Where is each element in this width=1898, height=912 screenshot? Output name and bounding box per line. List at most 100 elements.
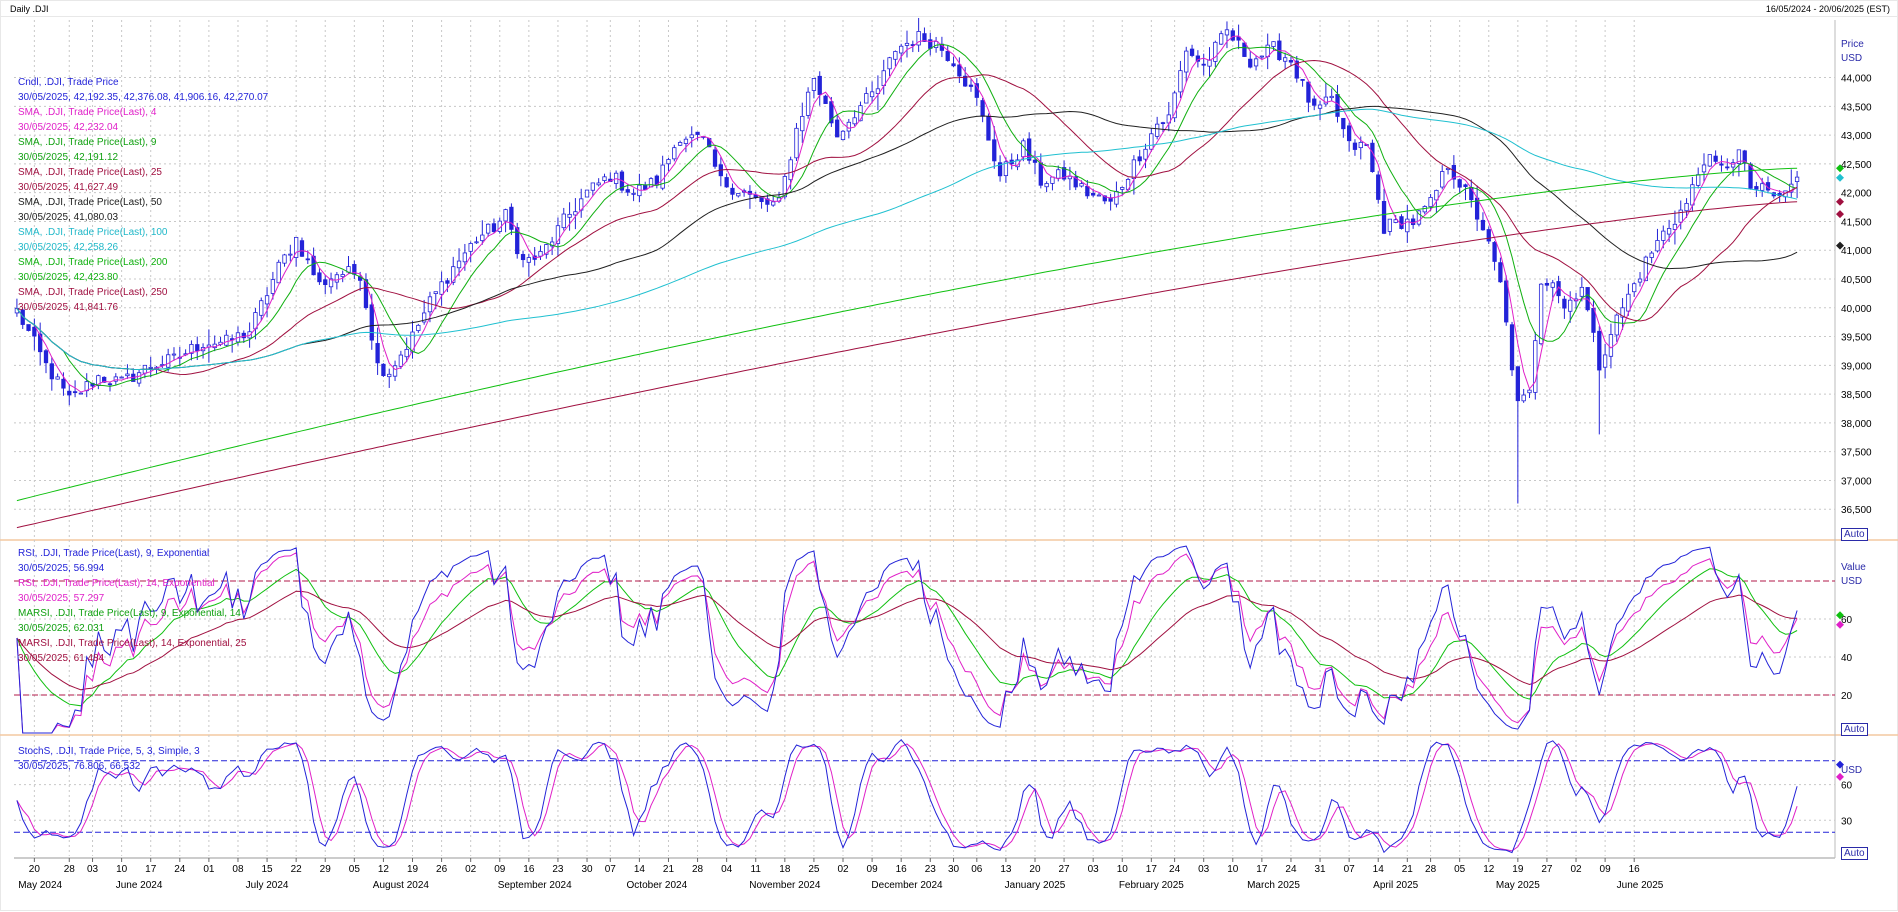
candle-body <box>1224 29 1230 36</box>
candle-body <box>922 33 927 42</box>
candle-body <box>1236 36 1241 41</box>
x-tick-label: 03 <box>1198 864 1210 875</box>
candle-body <box>1207 59 1212 67</box>
candle-body <box>1707 154 1712 167</box>
candle-body <box>1178 70 1183 93</box>
candle-body <box>1259 55 1265 58</box>
candle-body <box>264 295 270 305</box>
candle-body <box>945 50 950 61</box>
candle-body <box>410 331 415 353</box>
candle-body <box>683 138 689 144</box>
x-tick-label: 23 <box>925 864 937 875</box>
price-axis-title-label: Price <box>1841 39 1864 50</box>
candle-body <box>1172 92 1177 119</box>
legend-entry: 30/05/2025, 42,423.80 <box>18 272 119 283</box>
candle-body <box>166 354 171 368</box>
candle-body <box>515 227 520 255</box>
legend-entry: SMA, .DJI, Trade Price(Last), 25 <box>18 167 162 178</box>
stoch-level-marker <box>1836 772 1844 781</box>
x-tick-label: 10 <box>1117 864 1129 875</box>
candle-body <box>323 279 328 285</box>
candle-body <box>462 252 468 263</box>
candle-body <box>904 42 910 46</box>
stoch-d-line <box>16 742 1798 852</box>
legend-entry: 30/05/2025, 42,232.04 <box>18 122 119 133</box>
legend-entry: MARSI, .DJI, Trade Price(Last), 14, Expo… <box>18 638 247 649</box>
x-tick-label: 17 <box>1256 864 1268 875</box>
candle-body <box>1754 186 1759 190</box>
candle-body <box>1073 176 1078 188</box>
legend-entry: 30/05/2025, 62.031 <box>18 623 105 634</box>
candle-body <box>1684 202 1689 212</box>
price-tick-label: 44,000 <box>1841 74 1872 85</box>
candle-body <box>567 213 572 218</box>
sma-9-line <box>16 43 1798 387</box>
candle-body <box>328 278 334 288</box>
candle-body <box>1533 340 1538 393</box>
x-tick-label: 05 <box>349 864 361 875</box>
x-month-label: May 2024 <box>18 880 62 891</box>
candle-body <box>189 344 194 354</box>
rsi-auto-scale-button[interactable]: Auto <box>1841 723 1868 736</box>
x-tick-label: 16 <box>1629 864 1641 875</box>
candle-body <box>968 84 974 87</box>
candle-body <box>1195 55 1201 62</box>
x-tick-label: 16 <box>896 864 908 875</box>
x-month-label: August 2024 <box>373 880 430 891</box>
legend-entry: 30/05/2025, 42,258.26 <box>18 242 119 253</box>
candle-body <box>1521 394 1526 402</box>
candle-body <box>1440 171 1445 188</box>
candle-body <box>602 176 607 181</box>
legend-entry: 30/05/2025, 56.994 <box>18 563 105 574</box>
candle-body <box>1544 282 1550 286</box>
candle-body <box>299 240 305 257</box>
candle-body <box>503 209 508 222</box>
legend-entry: MARSI, .DJI, Trade Price(Last), 9, Expon… <box>18 608 241 619</box>
legend-entry: SMA, .DJI, Trade Price(Last), 200 <box>18 257 168 268</box>
candle-body <box>689 134 694 139</box>
candle-body <box>765 198 770 205</box>
candle-body <box>1201 63 1206 66</box>
candle-body <box>1242 42 1247 57</box>
candle-body <box>1282 57 1288 62</box>
candle-body <box>1370 142 1375 172</box>
candle-body <box>102 376 107 383</box>
candle-body <box>1131 159 1137 179</box>
x-month-label: April 2025 <box>1373 880 1418 891</box>
candle-body <box>1602 354 1608 368</box>
x-tick-label: 10 <box>116 864 128 875</box>
price-tick-label: 43,500 <box>1841 102 1872 113</box>
sma-250-line <box>16 201 1798 529</box>
candle-body <box>1306 81 1311 103</box>
candle-body <box>474 241 479 244</box>
candle-body <box>1515 366 1520 402</box>
candle-body <box>317 272 322 283</box>
candle-body <box>1387 218 1393 232</box>
candle-body <box>1050 176 1055 184</box>
candle-body <box>1003 161 1009 177</box>
legend-entry: SMA, .DJI, Trade Price(Last), 50 <box>18 197 162 208</box>
candle-body <box>672 147 677 160</box>
candle-body <box>1678 209 1683 223</box>
candle-body <box>782 176 787 198</box>
candle-body <box>392 365 398 377</box>
marsi-14-line <box>16 590 1798 691</box>
stoch-auto-scale-button[interactable]: Auto <box>1841 847 1868 860</box>
stoch-axis-title: USD <box>1841 764 1862 778</box>
price-auto-scale-button[interactable]: Auto <box>1841 528 1868 541</box>
candle-body <box>916 31 921 46</box>
candle-body <box>1597 330 1602 371</box>
candle-body <box>712 149 718 167</box>
x-tick-label: 27 <box>1059 864 1071 875</box>
candle-body <box>811 78 817 91</box>
candle-body <box>1562 298 1567 309</box>
price-tick-label: 42,000 <box>1841 189 1872 200</box>
candle-body <box>561 213 566 229</box>
candle-body <box>736 193 741 197</box>
x-month-label: September 2024 <box>498 880 572 891</box>
candle-body <box>1213 41 1218 62</box>
candle-body <box>800 115 805 132</box>
candle-body <box>78 392 84 395</box>
x-tick-label: 02 <box>1570 864 1582 875</box>
